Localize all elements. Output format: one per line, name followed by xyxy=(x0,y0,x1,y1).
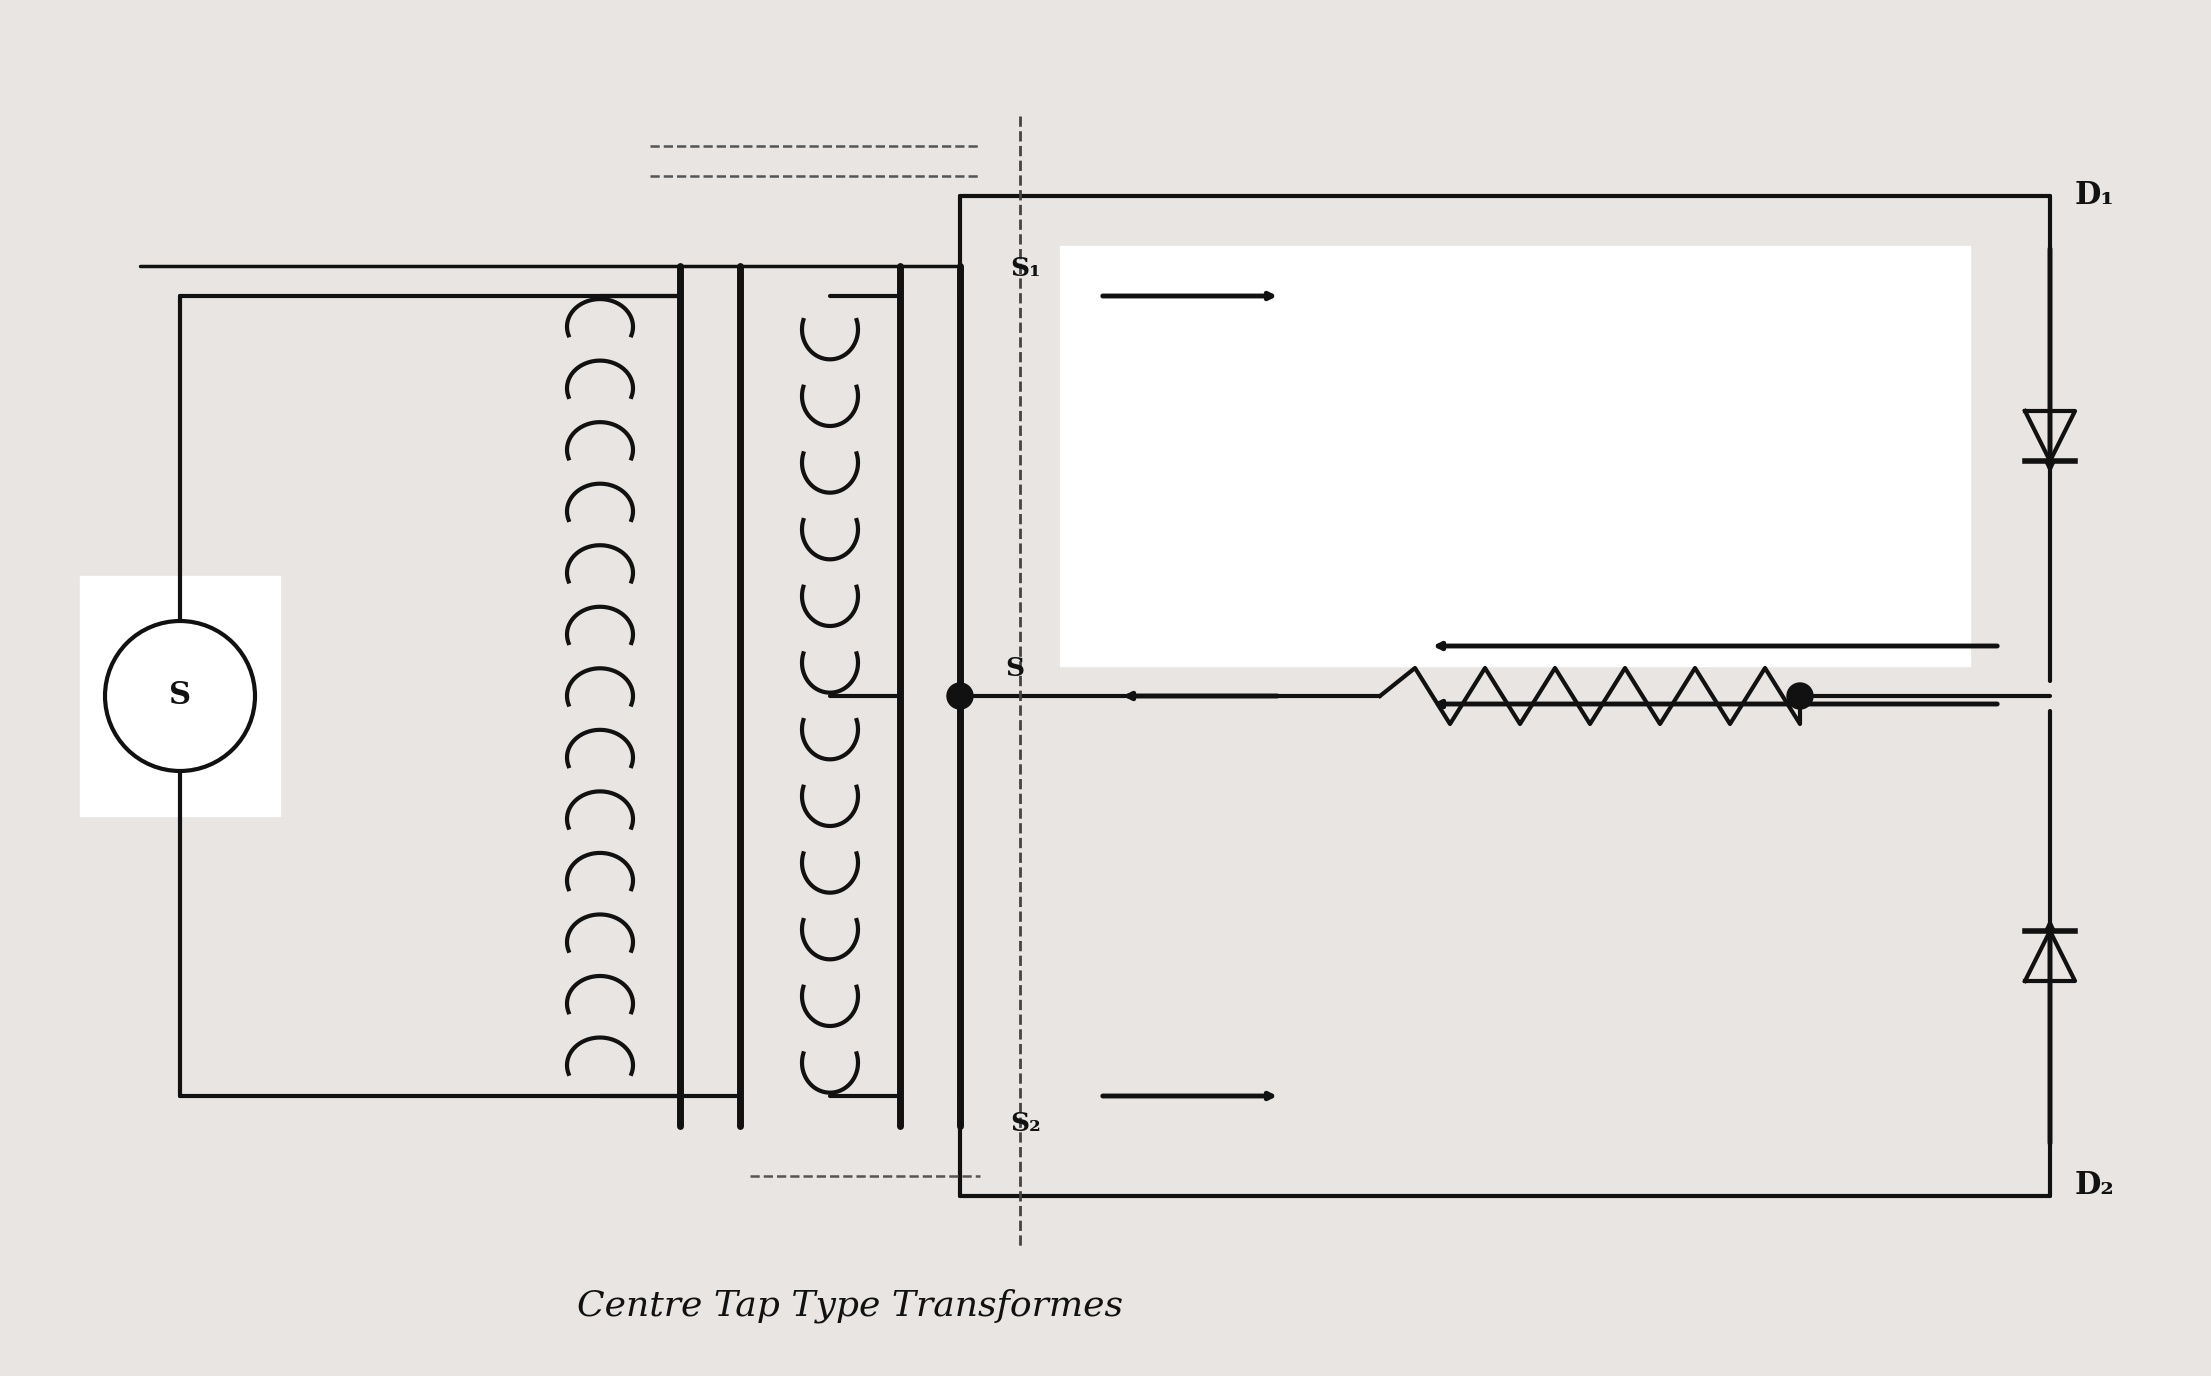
Text: Centre Tap Type Transformes: Centre Tap Type Transformes xyxy=(577,1289,1123,1324)
Text: D₂: D₂ xyxy=(2074,1171,2114,1201)
Bar xyxy=(80,577,281,816)
Circle shape xyxy=(946,682,973,709)
Text: S₁: S₁ xyxy=(1010,256,1041,281)
Circle shape xyxy=(1786,682,1813,709)
Text: S: S xyxy=(168,681,190,711)
Circle shape xyxy=(104,621,254,771)
Bar xyxy=(1059,246,1970,666)
Text: S₂: S₂ xyxy=(1010,1110,1041,1137)
Text: S: S xyxy=(1006,656,1024,681)
Text: D₁: D₁ xyxy=(2074,180,2116,212)
